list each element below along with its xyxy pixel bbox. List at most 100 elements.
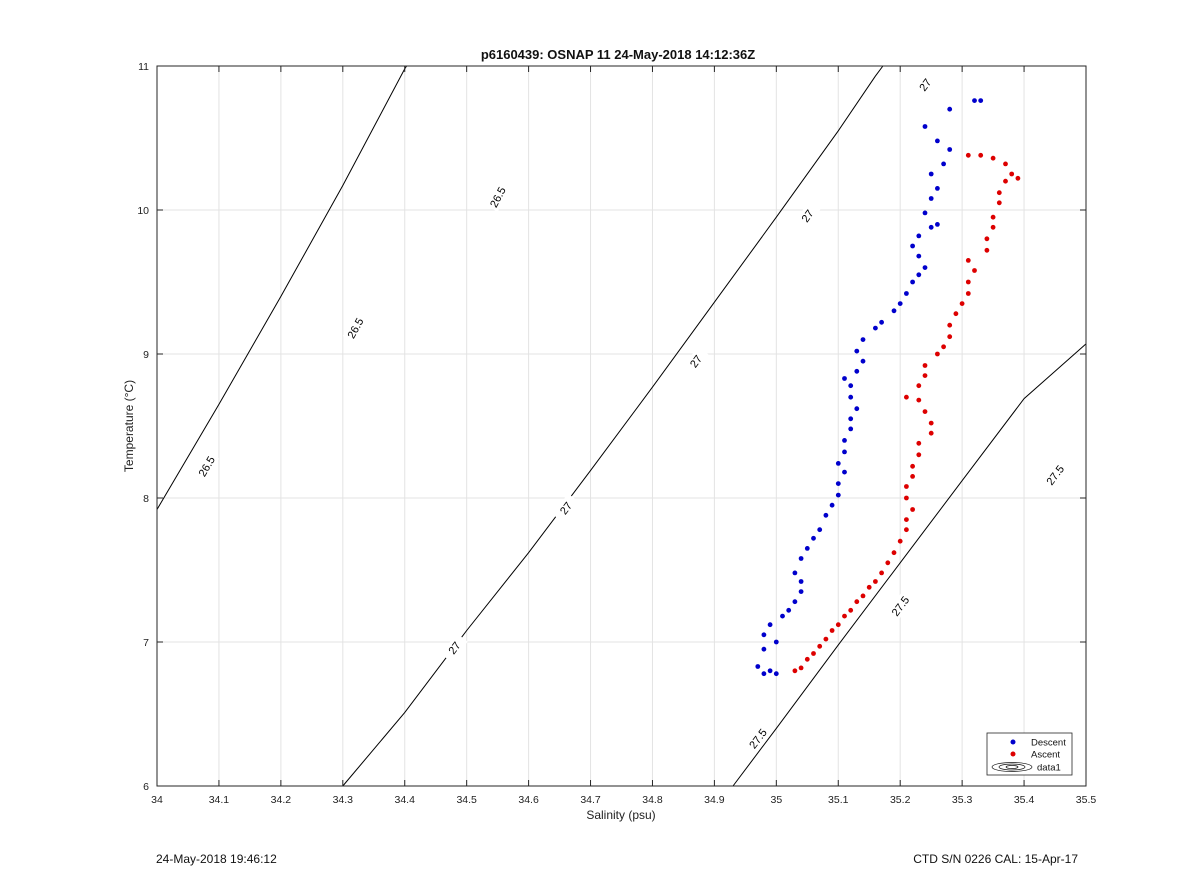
ascent-point (990, 155, 996, 161)
x-tick-label: 34.1 (209, 794, 230, 806)
print-timestamp: 24-May-2018 19:46:12 (156, 852, 277, 866)
descent-point (897, 301, 903, 306)
descent-point (873, 325, 878, 331)
contour-label-backdrop (886, 591, 914, 621)
ascent-point (916, 397, 922, 403)
contour-label-backdrop (342, 313, 368, 343)
descent-point (860, 358, 866, 364)
x-tick-label: 35.2 (890, 794, 911, 806)
contour-line-27 (342, 65, 884, 787)
descent-point (854, 406, 860, 412)
ascent-point (873, 579, 878, 584)
contour-label: 27 (688, 353, 705, 370)
contour-label-group: 27 (682, 346, 710, 376)
legend-descent-label: Descent (1031, 738, 1066, 749)
x-tick-label: 35.5 (1076, 794, 1097, 806)
descent-point (798, 579, 804, 584)
ascent-point (910, 474, 915, 479)
descent-point (928, 171, 934, 177)
descent-point (767, 622, 773, 628)
descent-point (792, 570, 798, 576)
descent-point (910, 279, 915, 285)
ascent-point (928, 420, 934, 426)
contour-label-backdrop (794, 201, 821, 231)
x-tick-label: 35.3 (952, 794, 973, 806)
ascent-point (916, 440, 922, 446)
descent-point (941, 161, 946, 167)
ascent-point (885, 560, 891, 566)
descent-point (848, 394, 854, 400)
x-tick-label: 35 (770, 794, 782, 806)
ascent-point (990, 224, 996, 230)
contour-label: 27 (558, 500, 575, 517)
y-tick-label: 8 (143, 493, 149, 505)
descent-point (773, 639, 779, 645)
descent-point (947, 147, 953, 152)
y-tick-label: 7 (143, 637, 149, 649)
ascent-point (947, 334, 953, 340)
series-descent (755, 98, 984, 677)
descent-point (860, 337, 866, 342)
ascent-point (965, 279, 971, 285)
contour-line-27-5 (732, 343, 1087, 787)
ascent-point (1009, 171, 1015, 177)
ascent-point (1015, 175, 1021, 181)
ascent-point (953, 311, 959, 317)
ascent-point (910, 463, 915, 469)
contour-label-group: 26.5 (342, 313, 368, 343)
contour-label-backdrop (744, 723, 772, 754)
ascent-point (1003, 178, 1008, 184)
legend-descent-marker (1010, 739, 1016, 745)
y-tick-label: 10 (137, 205, 149, 217)
descent-point (935, 138, 940, 144)
x-tick-label: 34.4 (395, 794, 416, 806)
descent-point (798, 556, 804, 561)
contour-label-backdrop (1041, 460, 1069, 490)
ascent-point (866, 584, 872, 590)
contour-label-backdrop (485, 182, 510, 212)
descent-point (761, 632, 767, 638)
ascent-point (947, 322, 953, 328)
ascent-point (842, 613, 847, 619)
descent-point (817, 527, 823, 533)
contour-label-backdrop (440, 633, 468, 663)
ascent-point (959, 301, 965, 306)
descent-point (916, 233, 922, 239)
ascent-point (904, 495, 909, 501)
contour-label-group: 26.5 (485, 182, 510, 212)
descent-point (767, 668, 773, 674)
descent-point (916, 272, 922, 278)
descent-point (835, 492, 841, 498)
ascent-point (854, 599, 860, 605)
ascent-point (904, 394, 909, 400)
ascent-point (965, 152, 971, 158)
contour-label-backdrop (911, 70, 939, 100)
descent-point (947, 106, 953, 112)
ascent-point (922, 363, 928, 368)
ascent-point (916, 452, 922, 458)
ascent-point (996, 190, 1002, 196)
ascent-point (928, 430, 934, 436)
contour-label-group: 27.5 (1041, 460, 1069, 490)
ascent-point (916, 383, 922, 389)
ascent-point (1003, 161, 1008, 167)
ascent-point (922, 409, 928, 414)
descent-point (922, 210, 928, 216)
contour-label-group: 27.5 (744, 723, 772, 754)
contour-label-group: 27 (794, 201, 821, 231)
descent-point (835, 481, 841, 486)
descent-point (761, 671, 767, 677)
descent-point (761, 646, 767, 652)
contour-label: 27 (800, 208, 817, 225)
instrument-info: CTD S/N 0226 CAL: 15-Apr-17 (913, 852, 1078, 866)
x-tick-label: 34.6 (518, 794, 539, 806)
chart-title: p6160439: OSNAP 11 24-May-2018 14:12:36Z (481, 47, 755, 62)
contour-label-group: 27 (552, 493, 580, 523)
contour-line-26-5 (156, 65, 408, 510)
density-contours: 26.5 26.5 26.5 27 27 27 27 27 27.5 27.5 27.5 (156, 65, 1087, 787)
descent-point (891, 308, 897, 314)
ascent-point (891, 550, 897, 556)
ascent-point (984, 247, 990, 253)
ascent-point (978, 152, 984, 158)
